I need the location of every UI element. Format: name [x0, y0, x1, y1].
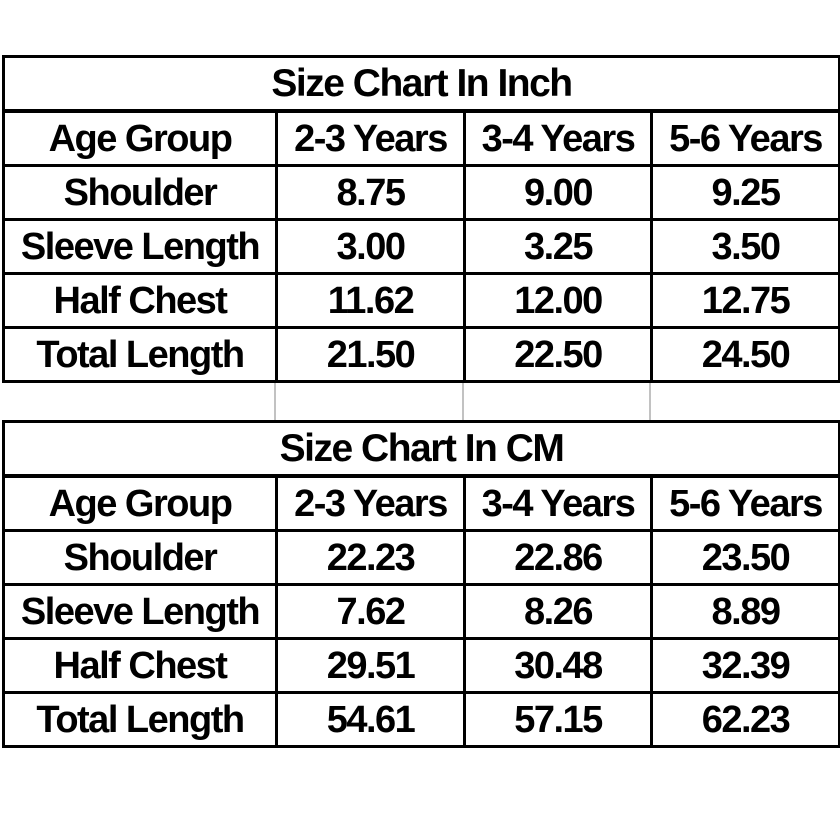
size-table-inch: Size Chart In Inch Age Group 2-3 Years 3…: [1, 55, 840, 383]
value-cell: 3.50: [649, 218, 840, 275]
size-table-cm: Size Chart In CM Age Group 2-3 Years 3-4…: [1, 420, 840, 748]
row-label: Shoulder: [2, 164, 278, 221]
gridline: [274, 383, 276, 420]
value-cell: 23.50: [649, 529, 840, 586]
value-cell: 22.23: [275, 529, 466, 586]
table-header-row: Age Group 2-3 Years 3-4 Years 5-6 Years: [2, 109, 840, 167]
table-title-inch: Size Chart In Inch: [1, 55, 840, 113]
table-row-shoulder: Shoulder 22.23 22.86 23.50: [2, 529, 840, 586]
row-label: Sleeve Length: [2, 218, 278, 275]
column-header-5-6-years: 5-6 Years: [649, 109, 840, 167]
table-title-row: Size Chart In Inch: [1, 55, 840, 113]
value-cell: 8.26: [463, 583, 653, 640]
table-row-total-length: Total Length 21.50 22.50 24.50: [2, 326, 840, 383]
column-header-3-4-years: 3-4 Years: [463, 474, 653, 532]
column-header-age-group: Age Group: [2, 474, 278, 532]
table-row-shoulder: Shoulder 8.75 9.00 9.25: [2, 164, 840, 221]
table-title-row: Size Chart In CM: [1, 420, 840, 478]
table-row-total-length: Total Length 54.61 57.15 62.23: [2, 691, 840, 748]
value-cell: 57.15: [463, 691, 653, 748]
column-header-age-group: Age Group: [2, 109, 278, 167]
value-cell: 11.62: [275, 272, 466, 329]
value-cell: 24.50: [649, 326, 840, 383]
value-cell: 32.39: [649, 637, 840, 694]
value-cell: 9.00: [463, 164, 653, 221]
column-header-2-3-years: 2-3 Years: [275, 474, 466, 532]
value-cell: 54.61: [275, 691, 466, 748]
row-label: Half Chest: [2, 272, 278, 329]
table-row-sleeve-length: Sleeve Length 3.00 3.25 3.50: [2, 218, 840, 275]
value-cell: 3.00: [275, 218, 466, 275]
table-gap: [2, 383, 838, 420]
gridline: [462, 383, 464, 420]
table-row-half-chest: Half Chest 11.62 12.00 12.75: [2, 272, 840, 329]
value-cell: 30.48: [463, 637, 653, 694]
row-label: Total Length: [2, 691, 278, 748]
value-cell: 12.75: [649, 272, 840, 329]
value-cell: 29.51: [275, 637, 466, 694]
value-cell: 7.62: [275, 583, 466, 640]
value-cell: 22.50: [463, 326, 653, 383]
value-cell: 21.50: [275, 326, 466, 383]
row-label: Sleeve Length: [2, 583, 278, 640]
value-cell: 8.89: [649, 583, 840, 640]
size-chart-sheet: Size Chart In Inch Age Group 2-3 Years 3…: [1, 55, 840, 748]
value-cell: 3.25: [463, 218, 653, 275]
value-cell: 9.25: [649, 164, 840, 221]
gridline: [649, 383, 651, 420]
column-header-3-4-years: 3-4 Years: [463, 109, 653, 167]
value-cell: 8.75: [275, 164, 466, 221]
table-header-row: Age Group 2-3 Years 3-4 Years 5-6 Years: [2, 474, 840, 532]
column-header-5-6-years: 5-6 Years: [649, 474, 840, 532]
value-cell: 22.86: [463, 529, 653, 586]
row-label: Shoulder: [2, 529, 278, 586]
value-cell: 62.23: [649, 691, 840, 748]
value-cell: 12.00: [463, 272, 653, 329]
row-label: Total Length: [2, 326, 278, 383]
column-header-2-3-years: 2-3 Years: [275, 109, 466, 167]
table-row-half-chest: Half Chest 29.51 30.48 32.39: [2, 637, 840, 694]
table-title-cm: Size Chart In CM: [1, 420, 840, 478]
table-row-sleeve-length: Sleeve Length 7.62 8.26 8.89: [2, 583, 840, 640]
row-label: Half Chest: [2, 637, 278, 694]
